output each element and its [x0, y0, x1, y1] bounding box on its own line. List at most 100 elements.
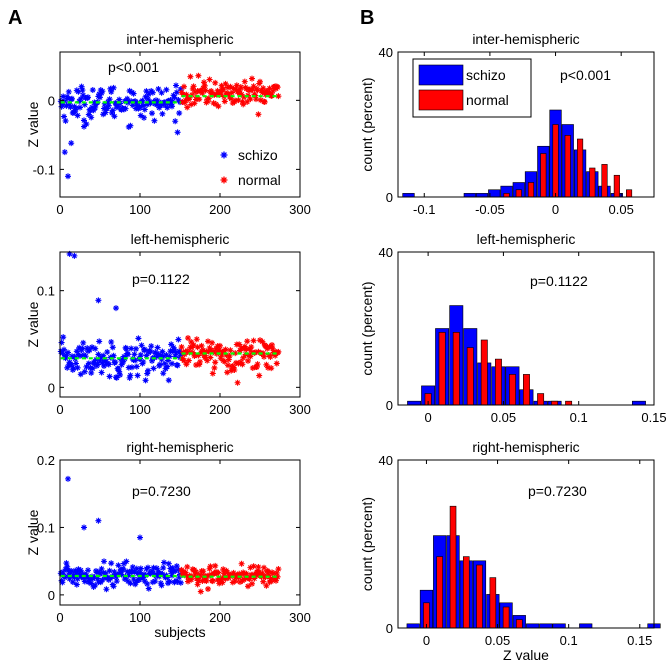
y-tick-label: 0	[48, 93, 55, 108]
data-point	[144, 370, 151, 377]
p-value-annotation: p=0.7230	[132, 483, 191, 499]
data-point	[127, 580, 134, 587]
panel-label-b: B	[360, 7, 374, 29]
data-point	[208, 571, 215, 578]
data-point	[263, 582, 270, 589]
data-point	[226, 352, 233, 359]
data-point	[259, 570, 266, 577]
data-point	[218, 576, 225, 583]
p-value-annotation: p=0.1122	[132, 271, 190, 287]
data-point	[193, 361, 199, 368]
data-point	[185, 357, 192, 364]
data-point	[127, 372, 134, 379]
data-point	[124, 95, 131, 102]
data-point	[210, 349, 217, 356]
data-point	[129, 364, 135, 371]
bar-normal	[452, 332, 460, 406]
data-point	[265, 89, 271, 96]
data-point	[66, 575, 73, 582]
data-point	[96, 91, 103, 98]
data-point	[236, 90, 243, 97]
data-point	[94, 575, 101, 582]
data-point	[205, 348, 212, 355]
data-point	[178, 344, 185, 351]
data-point	[165, 377, 172, 384]
data-point	[123, 345, 130, 352]
data-point	[105, 98, 111, 105]
legend-marker-normal	[220, 176, 228, 184]
bar-normal	[502, 606, 510, 629]
bar-normal	[466, 347, 474, 406]
data-point	[66, 250, 73, 257]
data-point	[252, 349, 259, 356]
data-point	[120, 358, 127, 365]
data-point	[260, 578, 267, 585]
data-point	[240, 101, 247, 108]
data-point	[181, 83, 187, 90]
data-point	[125, 572, 132, 579]
data-point	[195, 577, 202, 584]
data-point	[237, 579, 243, 586]
data-point	[185, 578, 191, 585]
data-point	[73, 348, 80, 355]
data-point	[81, 117, 87, 124]
data-point	[77, 567, 84, 574]
axes-box	[397, 51, 655, 198]
data-point	[62, 355, 69, 362]
data-point	[66, 359, 73, 366]
data-point	[192, 571, 199, 578]
data-point	[272, 352, 279, 359]
data-point	[147, 100, 154, 107]
data-point	[224, 569, 231, 576]
data-point	[117, 371, 123, 378]
data-point	[100, 352, 107, 359]
data-point	[213, 345, 219, 352]
data-point	[153, 350, 159, 357]
data-point	[250, 563, 257, 570]
data-point	[138, 342, 145, 349]
data-point	[190, 341, 197, 348]
data-point	[109, 109, 115, 116]
data-point	[173, 563, 180, 570]
data-point	[156, 104, 163, 111]
data-point	[275, 93, 282, 100]
data-point	[113, 578, 120, 585]
x-tick-label: 0.15	[627, 633, 652, 648]
data-point	[144, 580, 151, 587]
data-point	[65, 349, 71, 356]
data-point	[63, 352, 70, 359]
data-point	[113, 374, 120, 381]
data-point	[125, 99, 131, 106]
data-point	[77, 104, 83, 111]
data-point	[141, 106, 148, 113]
data-point	[256, 569, 263, 576]
data-point	[249, 580, 255, 587]
data-point	[131, 351, 138, 358]
data-point	[245, 357, 251, 364]
data-point	[260, 85, 267, 92]
data-point	[154, 344, 161, 351]
data-point	[274, 573, 281, 580]
data-point	[256, 372, 263, 379]
bar-normal	[565, 400, 573, 406]
data-point	[254, 361, 261, 368]
data-point	[62, 117, 69, 124]
axes-box	[59, 51, 301, 198]
bar-schizo	[406, 623, 420, 629]
chart-b2: left-hemispheric 0 0.05 0.1 0.15 0 40 count (pe…	[359, 231, 667, 425]
data-point	[159, 570, 166, 577]
data-point	[97, 94, 103, 101]
data-point	[221, 98, 228, 105]
legend-marker-schizo	[220, 151, 228, 159]
data-point	[66, 100, 73, 107]
p-value-annotation: p=0.7230	[528, 483, 587, 499]
data-point	[247, 96, 254, 103]
data-point	[73, 571, 79, 578]
data-point	[74, 364, 81, 371]
data-point	[113, 305, 119, 312]
data-point	[243, 570, 250, 577]
legend-swatch-schizo	[418, 64, 464, 86]
data-point	[98, 90, 105, 97]
data-point	[160, 102, 167, 109]
bar-normal	[589, 167, 596, 198]
